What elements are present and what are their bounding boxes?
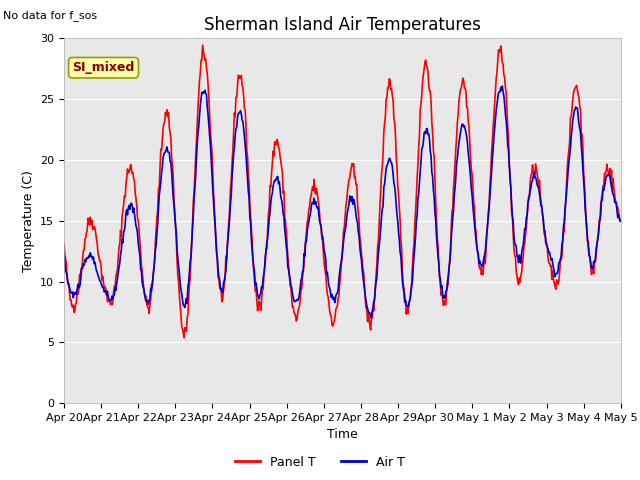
Panel T bbox=[185, 295, 193, 300]
Air T bbox=[70, 290, 78, 296]
Line: Air T: Air T bbox=[64, 86, 621, 317]
Air T bbox=[367, 314, 374, 320]
Air T bbox=[127, 200, 135, 206]
Panel T bbox=[127, 165, 135, 171]
Panel T bbox=[199, 42, 207, 48]
Panel T bbox=[70, 310, 78, 315]
Air T bbox=[411, 243, 419, 249]
Air T bbox=[214, 255, 221, 261]
Air T bbox=[499, 83, 506, 89]
Panel T bbox=[428, 120, 436, 125]
Panel T bbox=[617, 218, 625, 224]
Air T bbox=[60, 251, 68, 257]
Panel T bbox=[412, 208, 419, 214]
Text: No data for f_sos: No data for f_sos bbox=[3, 10, 97, 21]
Panel T bbox=[215, 277, 223, 283]
Panel T bbox=[60, 240, 68, 246]
Title: Sherman Island Air Temperatures: Sherman Island Air Temperatures bbox=[204, 16, 481, 34]
Y-axis label: Temperature (C): Temperature (C) bbox=[22, 170, 35, 272]
Air T bbox=[428, 153, 435, 159]
Legend: Panel T, Air T: Panel T, Air T bbox=[230, 451, 410, 474]
Panel T bbox=[180, 335, 188, 340]
Line: Panel T: Panel T bbox=[64, 45, 621, 337]
Air T bbox=[184, 284, 192, 289]
X-axis label: Time: Time bbox=[327, 429, 358, 442]
Air T bbox=[617, 218, 625, 224]
Text: SI_mixed: SI_mixed bbox=[72, 61, 135, 74]
